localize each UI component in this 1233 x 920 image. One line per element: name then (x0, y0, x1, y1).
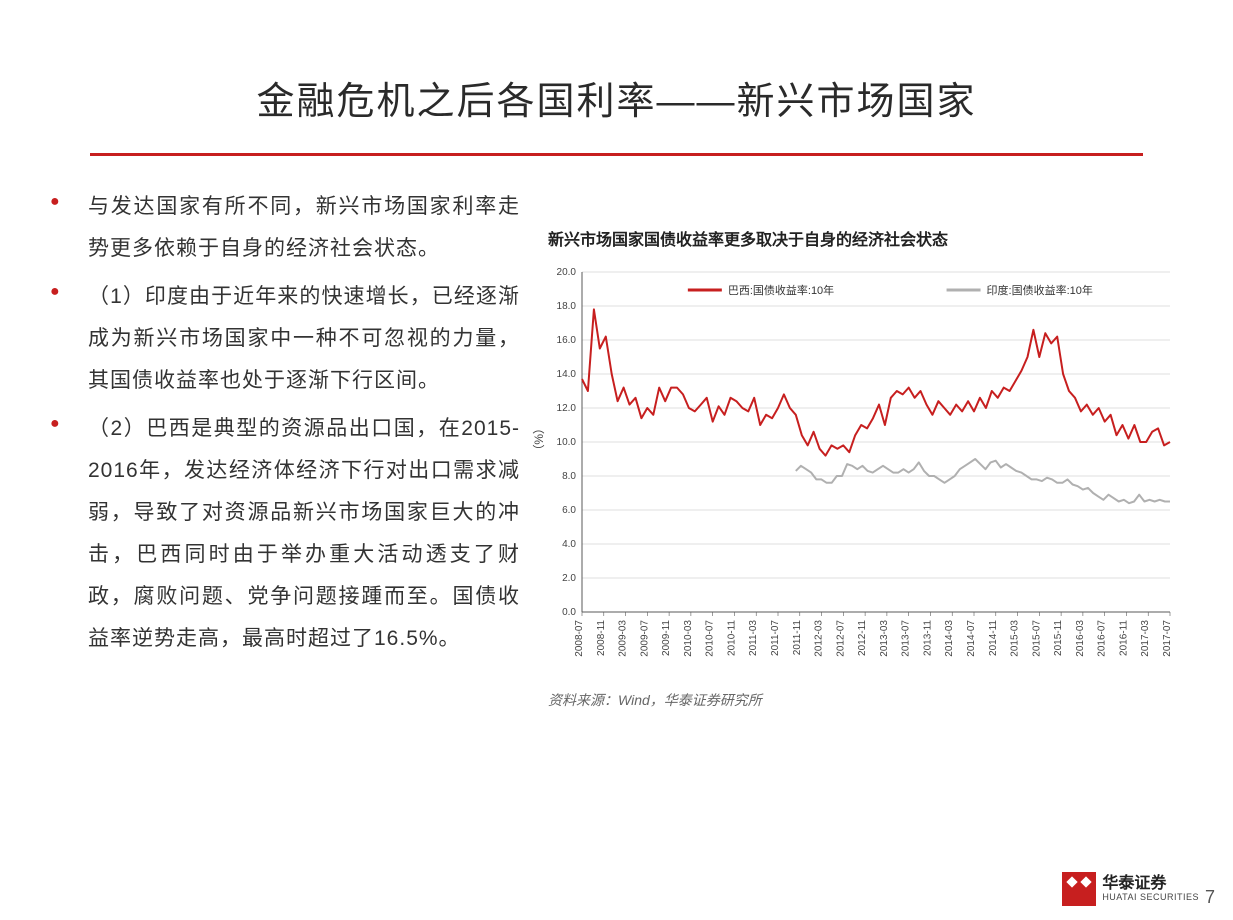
svg-text:2.0: 2.0 (562, 573, 576, 584)
svg-text:2008-07: 2008-07 (574, 620, 585, 657)
svg-text:0.0: 0.0 (562, 607, 576, 618)
svg-text:2011-07: 2011-07 (770, 620, 781, 656)
bullet-1: 与发达国家有所不同，新兴市场国家利率走势更多依赖于自身的经济社会状态。 (60, 186, 520, 270)
logo-cn: 华泰证券 (1102, 875, 1199, 893)
svg-text:2016-11: 2016-11 (1118, 620, 1129, 656)
svg-text:12.0: 12.0 (557, 403, 577, 414)
svg-text:16.0: 16.0 (557, 335, 577, 346)
svg-text:2016-03: 2016-03 (1075, 620, 1086, 657)
svg-text:2017-03: 2017-03 (1140, 620, 1151, 657)
page-number: 7 (1205, 887, 1215, 908)
slide: 金融危机之后各国利率——新兴市场国家 与发达国家有所不同，新兴市场国家利率走势更… (0, 0, 1233, 920)
page-title: 金融危机之后各国利率——新兴市场国家 (30, 70, 1203, 125)
svg-text:2012-07: 2012-07 (835, 620, 846, 657)
svg-text:2008-11: 2008-11 (596, 620, 607, 656)
bullet-2: （1）印度由于近年来的快速增长，已经逐渐成为新兴市场国家中一种不可忽视的力量，其… (60, 276, 520, 402)
svg-text:6.0: 6.0 (562, 505, 576, 516)
svg-text:2013-07: 2013-07 (901, 620, 912, 657)
chart-title: 新兴市场国家国债收益率更多取决于自身的经济社会状态 (540, 226, 1193, 250)
svg-text:印度:国债收益率:10年: 印度:国债收益率:10年 (987, 283, 1093, 297)
y-axis-label: （%） (530, 422, 547, 457)
svg-text:2010-07: 2010-07 (705, 620, 716, 657)
svg-text:4.0: 4.0 (562, 539, 576, 550)
line-chart: 0.0 2.0 4.0 6.0 8.0 10.0 12.0 14.0 16.0 18.0 20.0 2… (540, 262, 1180, 682)
chart-wrap: （%） 0.02.04.06.08.010.012.014.016.018.02… (540, 262, 1180, 682)
svg-text:2017-07: 2017-07 (1162, 620, 1173, 657)
content-row: 与发达国家有所不同，新兴市场国家利率走势更多依赖于自身的经济社会状态。 （1）印… (30, 186, 1203, 710)
svg-text:2011-11: 2011-11 (792, 620, 803, 656)
svg-text:14.0: 14.0 (557, 369, 577, 380)
svg-text:2013-11: 2013-11 (922, 620, 933, 656)
svg-text:2009-07: 2009-07 (639, 620, 650, 657)
bullet-column: 与发达国家有所不同，新兴市场国家利率走势更多依赖于自身的经济社会状态。 （1）印… (40, 186, 520, 710)
svg-text:2013-03: 2013-03 (879, 620, 890, 657)
svg-text:2012-11: 2012-11 (857, 620, 868, 656)
svg-text:10.0: 10.0 (557, 437, 577, 448)
svg-text:2010-11: 2010-11 (726, 620, 737, 656)
bullet-3: （2）巴西是典型的资源品出口国，在2015-2016年，发达经济体经济下行对出口… (60, 408, 520, 660)
svg-text:2016-07: 2016-07 (1097, 620, 1108, 657)
brand-logo: 华泰证券 HUATAI SECURITIES (1062, 872, 1199, 906)
svg-text:巴西:国债收益率:10年: 巴西:国债收益率:10年 (728, 283, 834, 297)
logo-en: HUATAI SECURITIES (1102, 893, 1199, 903)
title-rule (90, 153, 1143, 156)
chart-column: 新兴市场国家国债收益率更多取决于自身的经济社会状态 （%） 0.02.04.06… (540, 186, 1193, 710)
svg-text:2015-11: 2015-11 (1053, 620, 1064, 656)
svg-text:18.0: 18.0 (557, 301, 577, 312)
svg-text:2014-03: 2014-03 (944, 620, 955, 657)
svg-text:2015-07: 2015-07 (1031, 620, 1042, 657)
svg-text:2009-11: 2009-11 (661, 620, 672, 656)
svg-text:2014-07: 2014-07 (966, 620, 977, 657)
logo-text: 华泰证券 HUATAI SECURITIES (1102, 875, 1199, 902)
svg-text:2014-11: 2014-11 (988, 620, 999, 656)
svg-text:2012-03: 2012-03 (814, 620, 825, 657)
svg-text:2015-03: 2015-03 (1010, 620, 1021, 657)
svg-text:2011-03: 2011-03 (748, 620, 759, 656)
logo-icon (1062, 872, 1096, 906)
svg-text:8.0: 8.0 (562, 471, 576, 482)
svg-text:2009-03: 2009-03 (618, 620, 629, 657)
chart-source: 资料来源：Wind，华泰证券研究所 (540, 690, 1193, 710)
svg-text:2010-03: 2010-03 (683, 620, 694, 657)
svg-text:20.0: 20.0 (557, 267, 577, 278)
